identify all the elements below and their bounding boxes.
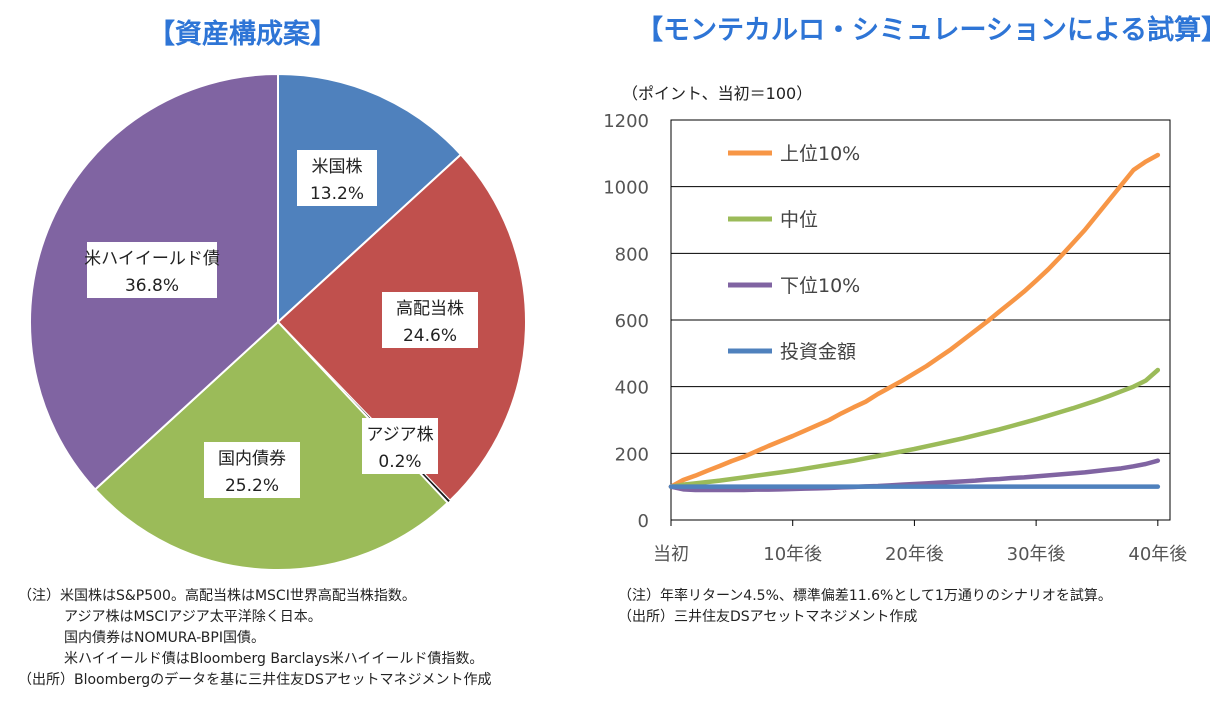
y-tick-label: 400 [615,378,649,399]
pie-slice-label: 国内債券 [218,449,286,469]
pie-slice-label: 米ハイイールド債 [84,249,220,269]
note-line: 米ハイイールド債はBloomberg Barclays米ハイイールド債指数。 [64,651,484,667]
legend-label: 投資金額 [780,341,856,363]
pie-label-box [382,292,478,348]
plot-frame [670,119,1171,521]
note-line: （注）年率リターン4.5%、標準偏差11.6%として1万通りのシナリオを試算。 [618,588,1112,604]
line-chart: 0 200 400 600 800 1000 1200 当初 10年後 20年後 30年後 40年後 上… [603,111,1187,565]
series-line-3 [668,458,1161,493]
legend-label: 上位10% [780,143,860,165]
x-tick-label: 10年後 [763,544,822,565]
y-tick-label: 200 [615,444,649,465]
y-tick-label: 0 [638,511,649,532]
legend-label: 下位10% [780,275,860,297]
pie-slice-value-label: 13.2% [310,184,364,204]
pie-label-box [362,418,438,474]
pie-slice-value-label: 24.6% [403,326,457,346]
pie-chart-title: 【資産構成案】 [148,19,337,50]
note-line: アジア株はMSCIアジア太平洋除く日本。 [64,609,322,625]
note-line: 国内債券はNOMURA-BPI国債。 [64,630,265,646]
x-tick-label: 30年後 [1007,544,1066,565]
line-chart-title: 【モンテカルロ・シミュレーションによる試算】 [636,15,1210,46]
y-tick-label: 1000 [603,178,649,199]
y-tick-label: 1200 [603,111,649,132]
pie-slice-label: 米国株 [312,157,363,177]
series-line-2 [668,367,1161,489]
x-tick-label: 当初 [653,544,689,565]
note-line: （注）米国株はS&P500。高配当株はMSCI世界高配当株指数。 [18,588,416,604]
pie-slice-value-label: 36.8% [125,276,179,296]
pie-slice-value-label: 25.2% [225,476,279,496]
pie-label-box [87,242,217,298]
y-axis-unit-label: （ポイント、当初＝100） [622,84,813,103]
pie-slice-label: アジア株 [366,425,433,445]
pie-slice-label: 高配当株 [396,299,464,319]
legend-label: 中位 [780,209,818,231]
pie-notes: （注）米国株はS&P500。高配当株はMSCI世界高配当株指数。 アジア株はMS… [18,586,492,691]
source-line: （出所）Bloombergのデータを基に三井住友DSアセットマネジメント作成 [18,672,492,688]
y-tick-label: 800 [615,244,649,265]
series-line-1 [668,152,1161,489]
pie-slice-value-label: 0.2% [378,452,421,472]
x-tick-label: 40年後 [1128,544,1187,565]
source-line: （出所）三井住友DSアセットマネジメント作成 [618,609,918,625]
pie-labels: 米国株 13.2% 高配当株 24.6% アジア株 0.2% 国内債券 25.2% 米ハイイール… [84,150,478,498]
x-tick-label: 20年後 [885,544,944,565]
pie-label-box [204,442,300,498]
pie-label-box [297,150,377,206]
line-notes: （注）年率リターン4.5%、標準偏差11.6%として1万通りのシナリオを試算。 … [618,586,1112,628]
y-tick-label: 600 [615,311,649,332]
